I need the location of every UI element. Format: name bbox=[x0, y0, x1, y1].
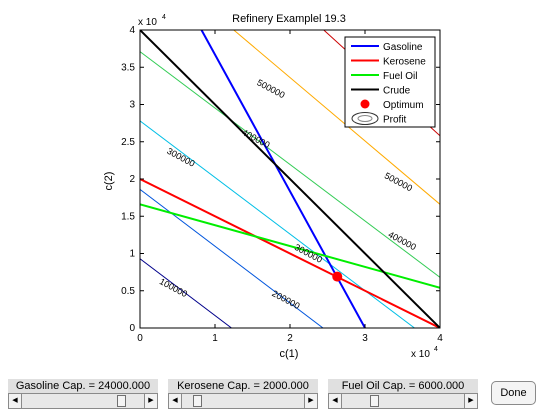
y-axis-label: c(2) bbox=[103, 172, 115, 191]
slider-thumb[interactable] bbox=[193, 395, 202, 407]
gasoline-cap-slider[interactable]: ◀ ▶ bbox=[8, 393, 158, 409]
done-button[interactable]: Done bbox=[491, 381, 536, 405]
slider-left-arrow-icon[interactable]: ◀ bbox=[329, 394, 342, 408]
x-tick-label: 1 bbox=[212, 333, 218, 344]
kerosene-cap-slider[interactable]: ◀ ▶ bbox=[168, 393, 318, 409]
x-tick-label: 3 bbox=[362, 333, 368, 344]
y-scale-label: x 10 bbox=[138, 17, 157, 28]
fuel-oil-cap-slider[interactable]: ◀ ▶ bbox=[328, 393, 478, 409]
optimum-marker bbox=[332, 272, 342, 282]
legend-label: Crude bbox=[383, 86, 411, 97]
y-tick-label: 1.5 bbox=[121, 211, 135, 222]
gasoline-cap-label: Gasoline Cap. = 24000.000 bbox=[8, 379, 158, 393]
legend-label: Fuel Oil bbox=[383, 71, 417, 82]
chart-title: Refinery Examplel 19.3 bbox=[232, 13, 346, 25]
y-tick-label: 3.5 bbox=[121, 62, 135, 73]
kerosene-cap-label: Kerosene Cap. = 2000.000 bbox=[168, 379, 318, 393]
slider-thumb[interactable] bbox=[370, 395, 379, 407]
legend: Gasoline Kerosene Fuel Oil Crude Optimum Prof… bbox=[345, 37, 435, 127]
y-scale-exponent: 4 bbox=[162, 14, 166, 21]
y-tick-label: 0.5 bbox=[121, 286, 135, 297]
y-tick-label: 1 bbox=[129, 249, 135, 260]
x-axis-label: c(1) bbox=[280, 348, 299, 360]
y-tick-label: 3 bbox=[129, 100, 135, 111]
legend-label: Profit bbox=[383, 115, 407, 126]
x-scale-exponent: 4 bbox=[434, 346, 438, 353]
slider-thumb[interactable] bbox=[117, 395, 126, 407]
refinery-plot: 1000002000003000003000004000004000005000… bbox=[0, 0, 560, 370]
fuel-oil-cap-label: Fuel Oil Cap. = 6000.000 bbox=[328, 379, 478, 393]
legend-label: Optimum bbox=[383, 100, 424, 111]
legend-label: Gasoline bbox=[383, 42, 423, 53]
y-tick-label: 2.5 bbox=[121, 137, 135, 148]
legend-optimum-marker bbox=[361, 100, 370, 109]
y-tick-label: 4 bbox=[129, 25, 135, 36]
x-scale-label: x 10 bbox=[411, 349, 430, 360]
optimum-layer bbox=[332, 272, 342, 282]
slider-left-arrow-icon[interactable]: ◀ bbox=[9, 394, 22, 408]
x-tick-label: 2 bbox=[287, 333, 293, 344]
y-tick-label: 2 bbox=[129, 174, 135, 185]
x-tick-label: 4 bbox=[437, 333, 443, 344]
slider-left-arrow-icon[interactable]: ◀ bbox=[169, 394, 182, 408]
slider-right-arrow-icon[interactable]: ▶ bbox=[304, 394, 317, 408]
y-tick-label: 0 bbox=[129, 323, 135, 334]
slider-right-arrow-icon[interactable]: ▶ bbox=[144, 394, 157, 408]
legend-label: Kerosene bbox=[383, 57, 426, 68]
x-tick-label: 0 bbox=[137, 333, 143, 344]
slider-right-arrow-icon[interactable]: ▶ bbox=[464, 394, 477, 408]
